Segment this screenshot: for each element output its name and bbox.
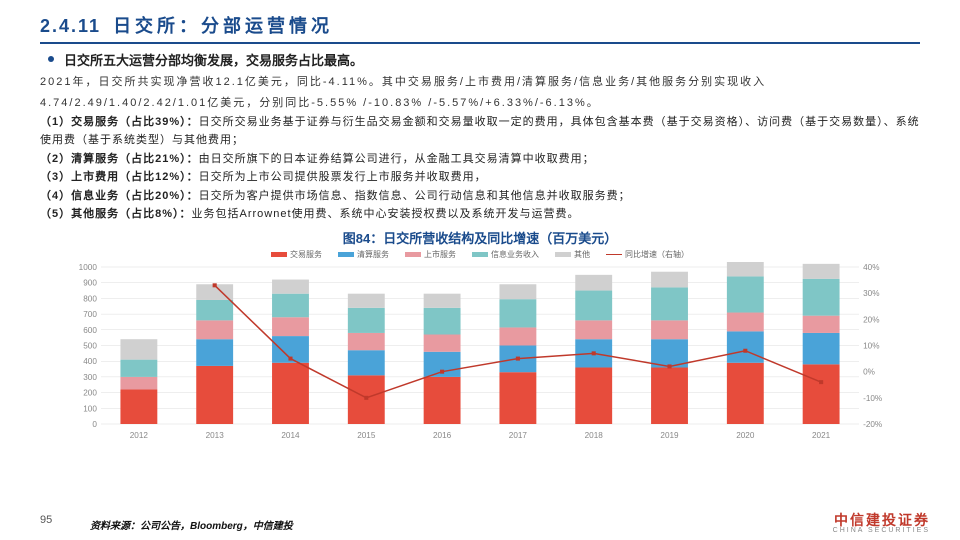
legend-label: 同比增速（右轴） <box>625 249 689 260</box>
item-list: （1）交易服务（占比39%）：日交所交易业务基于证券与衍生品交易金额和交易量收取… <box>40 114 920 224</box>
svg-text:400: 400 <box>83 357 97 366</box>
svg-text:2019: 2019 <box>660 431 679 440</box>
svg-text:2014: 2014 <box>281 431 300 440</box>
section-number: 2.4.11 <box>40 16 101 37</box>
item-line: （2）清算服务（占比21%）：由日交所旗下的日本证券结算公司进行，从金融工具交易… <box>40 151 920 169</box>
item-line: （4）信息业务（占比20%）：日交所为客户提供市场信息、指数信息、公司行动信息和… <box>40 188 920 206</box>
chart-svg: 0 100 200 300 400 500 600 700 800 900 1000 -20% -10%… <box>60 262 900 442</box>
logo-en: CHINA SECURITIES <box>833 527 930 534</box>
svg-text:600: 600 <box>83 326 97 335</box>
svg-text:-20%: -20% <box>863 420 882 429</box>
legend-label: 交易服务 <box>290 249 322 260</box>
legend-swatch <box>271 252 287 257</box>
svg-text:500: 500 <box>83 342 97 351</box>
svg-text:20%: 20% <box>863 315 879 324</box>
legend-item: 信息业务收入 <box>472 249 539 260</box>
svg-text:200: 200 <box>83 389 97 398</box>
bullet-dot <box>48 56 54 62</box>
svg-text:0: 0 <box>92 420 97 429</box>
legend-item: 其他 <box>555 249 590 260</box>
svg-text:2020: 2020 <box>736 431 755 440</box>
legend-swatch <box>606 254 622 255</box>
chart-legend: 交易服务 清算服务 上市服务 信息业务收入 其他 同比增速（右轴） <box>40 249 920 260</box>
chart-title: 图84：日交所营收结构及同比增速（百万美元） <box>40 228 920 247</box>
svg-text:2016: 2016 <box>433 431 452 440</box>
svg-text:800: 800 <box>83 294 97 303</box>
bullet-row: 日交所五大运营分部均衡发展，交易服务占比最高。 <box>48 50 920 69</box>
svg-text:30%: 30% <box>863 289 879 298</box>
legend-label: 上市服务 <box>424 249 456 260</box>
legend-swatch <box>472 252 488 257</box>
legend-item: 交易服务 <box>271 249 322 260</box>
svg-text:100: 100 <box>83 404 97 413</box>
paragraph-1: 2021年，日交所共实现净营收12.1亿美元，同比-4.11%。其中交易服务/上… <box>40 73 920 92</box>
source-text: 资料来源：公司公告，Bloomberg，中信建投 <box>90 517 293 532</box>
svg-text:2015: 2015 <box>357 431 376 440</box>
brand-logo: 中信建投证券 CHINA SECURITIES <box>833 513 930 534</box>
chart-container: 0 100 200 300 400 500 600 700 800 900 1000 -20% -10%… <box>60 262 900 462</box>
legend-item: 清算服务 <box>338 249 389 260</box>
legend-label: 清算服务 <box>357 249 389 260</box>
svg-text:2017: 2017 <box>509 431 528 440</box>
item-line: （1）交易服务（占比39%）：日交所交易业务基于证券与衍生品交易金额和交易量收取… <box>40 114 920 149</box>
svg-text:0%: 0% <box>863 368 875 377</box>
svg-text:40%: 40% <box>863 263 879 272</box>
legend-swatch <box>405 252 421 257</box>
legend-label: 信息业务收入 <box>491 249 539 260</box>
svg-text:2021: 2021 <box>812 431 831 440</box>
logo-cn: 中信建投证券 <box>833 513 930 527</box>
svg-text:900: 900 <box>83 279 97 288</box>
legend-label: 其他 <box>574 249 590 260</box>
bullet-text: 日交所五大运营分部均衡发展，交易服务占比最高。 <box>64 50 363 69</box>
item-line: （5）其他服务（占比8%）：业务包括Arrownet使用费、系统中心安装授权费以… <box>40 206 920 224</box>
svg-text:-10%: -10% <box>863 394 882 403</box>
svg-text:1000: 1000 <box>79 263 98 272</box>
svg-text:2013: 2013 <box>206 431 225 440</box>
svg-text:300: 300 <box>83 373 97 382</box>
item-line: （3）上市费用（占比12%）：日交所为上市公司提供股票发行上市服务并收取费用， <box>40 169 920 187</box>
legend-item: 上市服务 <box>405 249 456 260</box>
legend-swatch <box>338 252 354 257</box>
svg-text:2012: 2012 <box>130 431 149 440</box>
legend-swatch <box>555 252 571 257</box>
svg-text:2018: 2018 <box>585 431 604 440</box>
svg-text:10%: 10% <box>863 342 879 351</box>
legend-item: 同比增速（右轴） <box>606 249 689 260</box>
page-number: 95 <box>40 514 52 526</box>
svg-text:700: 700 <box>83 310 97 319</box>
section-title: 日交所：分部运营情况 <box>113 12 333 38</box>
paragraph-2: 4.74/2.49/1.40/2.42/1.01亿美元，分别同比-5.55% /… <box>40 94 920 113</box>
section-header: 2.4.11 日交所：分部运营情况 <box>40 12 920 44</box>
